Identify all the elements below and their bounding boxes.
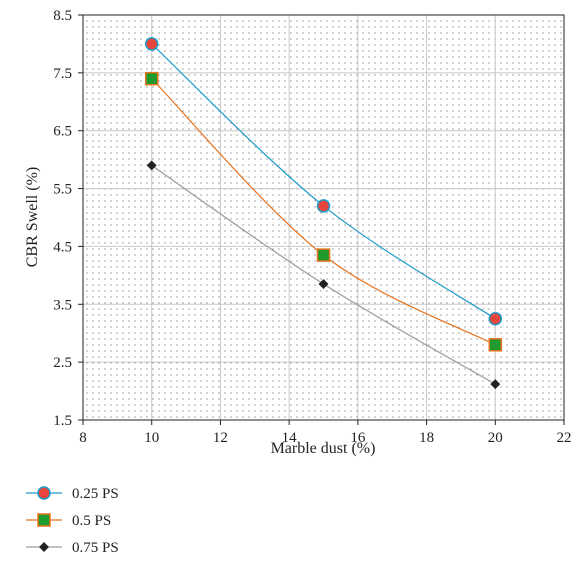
x-axis-ticks: 8 10 12 14 16 18 20 22: [79, 420, 572, 446]
gridlines: [83, 15, 564, 420]
data-point: [318, 279, 329, 289]
x-axis-title: Marble dust (%): [271, 440, 376, 457]
x-tick-label: 18: [419, 430, 434, 446]
data-point: [488, 312, 503, 326]
legend-label: 0.75 PS: [72, 540, 119, 556]
data-point: [490, 379, 501, 390]
y-tick-label: 5.5: [53, 182, 72, 198]
legend-item: 0.75 PS: [26, 540, 119, 556]
y-tick-label: 6.5: [53, 124, 72, 140]
series-1: [144, 37, 503, 326]
x-tick-label: 10: [144, 430, 159, 446]
data-point: [144, 37, 159, 51]
x-tick-label: 8: [79, 430, 87, 446]
data-point: [488, 338, 503, 352]
legend-marker: [37, 513, 51, 527]
legend-marker: [37, 486, 51, 500]
y-tick-label: 7.5: [53, 66, 72, 82]
data-point: [144, 71, 159, 86]
legend-item: 0.25 PS: [26, 486, 119, 502]
y-tick-label: 2.5: [53, 355, 72, 371]
x-tick-label: 20: [488, 430, 503, 446]
legend-marker: [39, 542, 49, 552]
series-2: [144, 71, 503, 352]
series-group: [144, 37, 503, 390]
x-tick-label: 16: [350, 430, 366, 446]
x-tick-label: 22: [557, 430, 572, 446]
data-point: [146, 160, 157, 171]
data-point: [316, 248, 331, 262]
y-axis-title: CBR Swell (%): [24, 167, 41, 267]
y-tick-label: 3.5: [53, 297, 72, 313]
series-3: [146, 160, 501, 390]
legend-item: 0.5 PS: [26, 513, 111, 529]
x-tick-label: 12: [213, 430, 228, 446]
plot-frame: [82, 14, 565, 421]
y-tick-label: 8.5: [53, 8, 72, 24]
y-axis-ticks: 1.5 2.5 3.5 4.5 5.5 6.5 7.5 8.5: [53, 8, 83, 429]
legend-label: 0.25 PS: [72, 486, 119, 502]
y-tick-label: 1.5: [53, 413, 72, 429]
legend-label: 0.5 PS: [72, 513, 111, 529]
x-tick-label: 14: [282, 430, 298, 446]
y-tick-label: 4.5: [53, 239, 72, 255]
data-point: [316, 199, 331, 213]
plot-background: [83, 15, 564, 420]
legend: 0.25 PS 0.5 PS 0.75 PS: [26, 486, 119, 556]
